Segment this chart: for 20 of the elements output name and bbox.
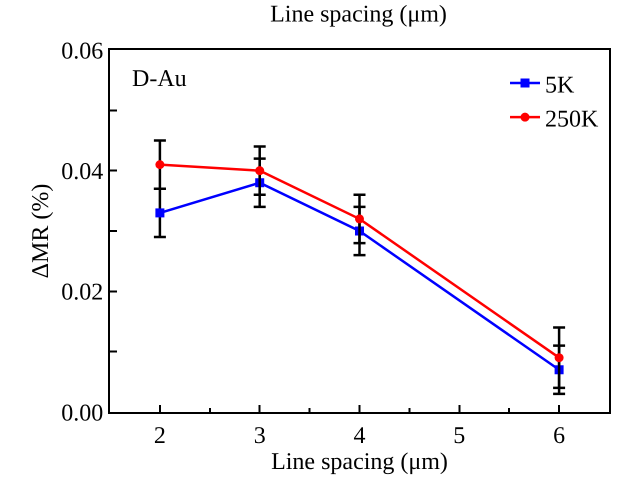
point [355, 214, 364, 224]
x-tick-label: 4 [354, 422, 366, 449]
x-tick-label: 6 [553, 422, 566, 449]
legend-label: 250K [545, 106, 600, 133]
text: 0.00 [61, 400, 104, 426]
point [554, 353, 564, 362]
chart-title: Line spacing (μm) [270, 2, 447, 28]
point [155, 208, 164, 218]
legend-label: 5K [545, 72, 576, 98]
x-tick-label: 5 [453, 422, 466, 449]
y-axis-title: ΔMR (%) [28, 184, 54, 278]
x-axis-title: Line spacing (μm) [271, 448, 448, 475]
annotation: D-Au [132, 66, 187, 92]
y-tick-label: 0.02 [61, 280, 104, 306]
x-tick-label: 3 [254, 422, 266, 449]
x-tick-label: 2 [154, 422, 166, 449]
y-tick-label: 0.06 [61, 38, 104, 64]
point [255, 166, 264, 176]
point [155, 160, 164, 170]
y-tick-label: 0.04 [61, 159, 104, 186]
